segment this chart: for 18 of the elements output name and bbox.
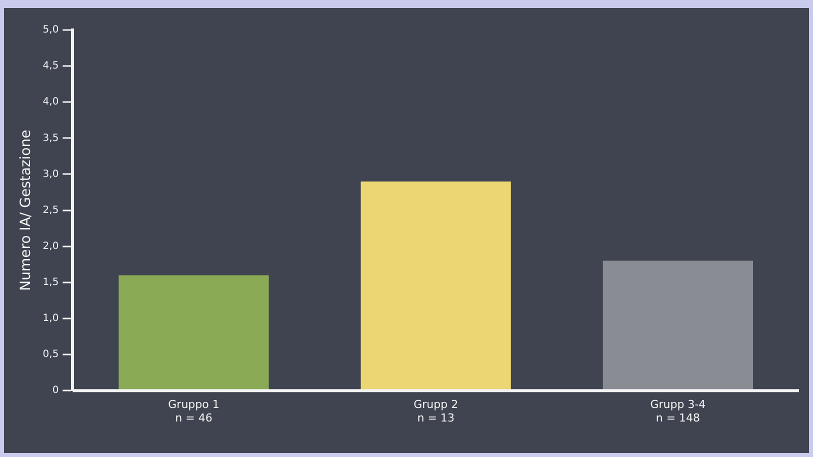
y-tick-label: 0,5 [42,349,59,360]
x-tick-label: Grupp 3-4 n = 148 [650,398,706,424]
x-tick-label: Gruppo 1 n = 46 [168,398,220,424]
y-tick-label: 1,5 [42,277,59,288]
bar [360,181,511,390]
y-tick-label: 2,0 [42,240,59,252]
y-tick-label: 0 [52,385,59,396]
y-tick-label: 1,0 [42,313,59,324]
y-tick-label: 4,0 [42,96,59,108]
y-axis-title: Numero IA/ Gestazione [18,130,34,291]
y-tick-label: 4,5 [42,60,59,72]
y-tick-label: 3,5 [42,132,59,144]
bar [118,275,269,390]
y-tick-label: 3,0 [42,168,59,180]
bar [602,260,753,390]
x-tick-label: Grupp 2 n = 13 [414,398,458,424]
y-tick-label: 2,5 [42,204,59,216]
y-tick-label: 5,0 [42,24,59,36]
